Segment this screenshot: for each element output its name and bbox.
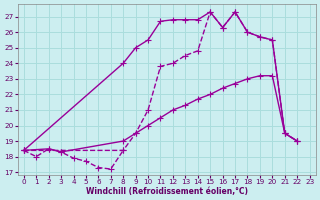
X-axis label: Windchill (Refroidissement éolien,°C): Windchill (Refroidissement éolien,°C) [86, 187, 248, 196]
